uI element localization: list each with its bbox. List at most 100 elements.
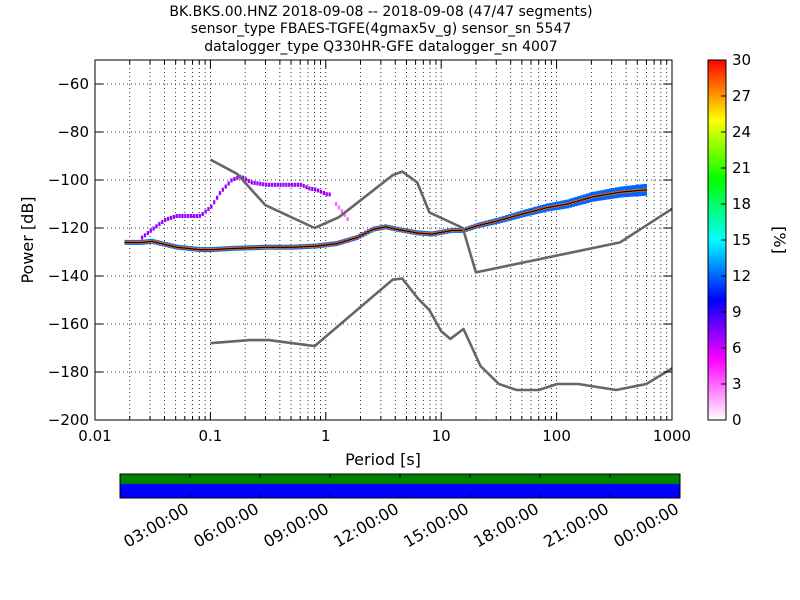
density-cell <box>306 245 310 248</box>
density-cell <box>245 247 249 249</box>
density-cell <box>487 222 492 224</box>
colorbar-tick-label: 0 <box>732 411 742 429</box>
density-cell <box>267 182 271 187</box>
density-cell <box>522 212 526 215</box>
y-tick-label: −140 <box>48 267 89 285</box>
density-cell <box>548 206 552 208</box>
density-cell <box>253 180 256 185</box>
density-cell <box>300 246 304 248</box>
density-cell <box>349 238 353 241</box>
density-cell <box>256 181 259 186</box>
density-cell <box>270 182 274 187</box>
y-tick-label: −200 <box>48 411 89 429</box>
density-cell <box>594 195 598 197</box>
colorbar-tick-label: 12 <box>732 267 751 285</box>
density-cell <box>332 243 336 245</box>
density-cell <box>288 182 291 187</box>
density-cell <box>372 228 376 230</box>
density-cell <box>196 248 200 251</box>
density-cell <box>591 196 596 198</box>
density-cell <box>228 248 232 250</box>
density-cell <box>195 214 199 218</box>
density-cell <box>187 247 192 250</box>
density-cell <box>519 213 523 215</box>
density-cell <box>153 241 157 243</box>
density-cell <box>542 207 547 209</box>
y-tick-label: −80 <box>57 123 89 141</box>
density-cell <box>297 246 301 248</box>
density-cell <box>415 232 420 234</box>
density-cell <box>358 235 362 237</box>
density-cell <box>456 229 460 232</box>
colorbar-ticks: 0 3 6 9 12 15 18 21 24 27 30 <box>721 51 751 429</box>
density-cell <box>302 183 305 188</box>
density-cell <box>309 245 313 247</box>
density-cell <box>401 229 405 231</box>
density-cell <box>135 241 140 244</box>
density-cell <box>198 214 201 218</box>
density-cell <box>254 247 258 249</box>
density-cell <box>187 214 190 218</box>
density-cell <box>144 241 148 243</box>
density-cell <box>294 246 298 248</box>
density-cell <box>161 220 164 225</box>
colorbar-tick-label: 18 <box>732 195 751 213</box>
density-cell <box>130 241 134 244</box>
density-cell <box>127 241 131 244</box>
density-cell <box>496 220 500 222</box>
density-cell <box>225 248 229 250</box>
density-cell <box>251 247 255 249</box>
density-cell <box>233 177 236 182</box>
density-cell <box>554 205 558 207</box>
density-cell <box>236 175 239 180</box>
density-cell <box>600 194 604 196</box>
y-tick-label: −180 <box>48 363 89 381</box>
density-cell <box>361 234 365 236</box>
density-cell <box>311 245 316 247</box>
colorbar-tick-label: 6 <box>732 339 742 357</box>
density-cell <box>319 189 323 194</box>
density-cell <box>490 221 495 223</box>
density-cell <box>204 209 207 214</box>
density-cell <box>236 247 241 249</box>
density-cell <box>392 228 397 230</box>
time-tick-label: 06:00:00 <box>190 499 262 551</box>
density-cell <box>597 195 601 197</box>
density-cell <box>335 243 339 245</box>
density-cell <box>193 248 197 250</box>
density-cell <box>192 214 196 218</box>
density-cell <box>280 246 284 248</box>
time-tick-label: 15:00:00 <box>400 499 472 551</box>
density-cell <box>213 200 216 205</box>
density-cell <box>133 241 137 244</box>
colorbar-tick-label: 21 <box>732 159 751 177</box>
density-cell <box>299 182 302 187</box>
density-cell <box>384 226 388 228</box>
density-cell <box>329 243 333 245</box>
density-cell <box>152 226 155 231</box>
density-cell <box>291 246 296 248</box>
density-cell <box>293 182 297 187</box>
density-cell <box>207 207 210 212</box>
density-cell <box>156 242 160 244</box>
density-cell <box>150 240 154 242</box>
density-cell <box>288 246 293 248</box>
density-cell <box>580 199 584 201</box>
title-line-1: BK.BKS.00.HNZ 2018-09-08 -- 2018-09-08 (… <box>169 4 592 20</box>
density-cell <box>617 191 622 193</box>
density-cell <box>418 232 423 234</box>
time-tick-label: 12:00:00 <box>330 499 402 551</box>
density-cell <box>485 222 489 225</box>
density-cell <box>124 241 128 244</box>
density-cell <box>568 202 573 204</box>
density-cell <box>314 245 319 247</box>
density-cell <box>366 231 371 233</box>
colorbar-tick-label: 27 <box>732 87 751 105</box>
y-tick-label: −120 <box>48 219 89 237</box>
density-cell <box>241 175 245 180</box>
density-cell <box>305 185 308 190</box>
density-cell <box>343 240 348 242</box>
density-cell <box>436 232 440 234</box>
density-cell <box>346 239 350 241</box>
density-cell <box>328 192 331 197</box>
